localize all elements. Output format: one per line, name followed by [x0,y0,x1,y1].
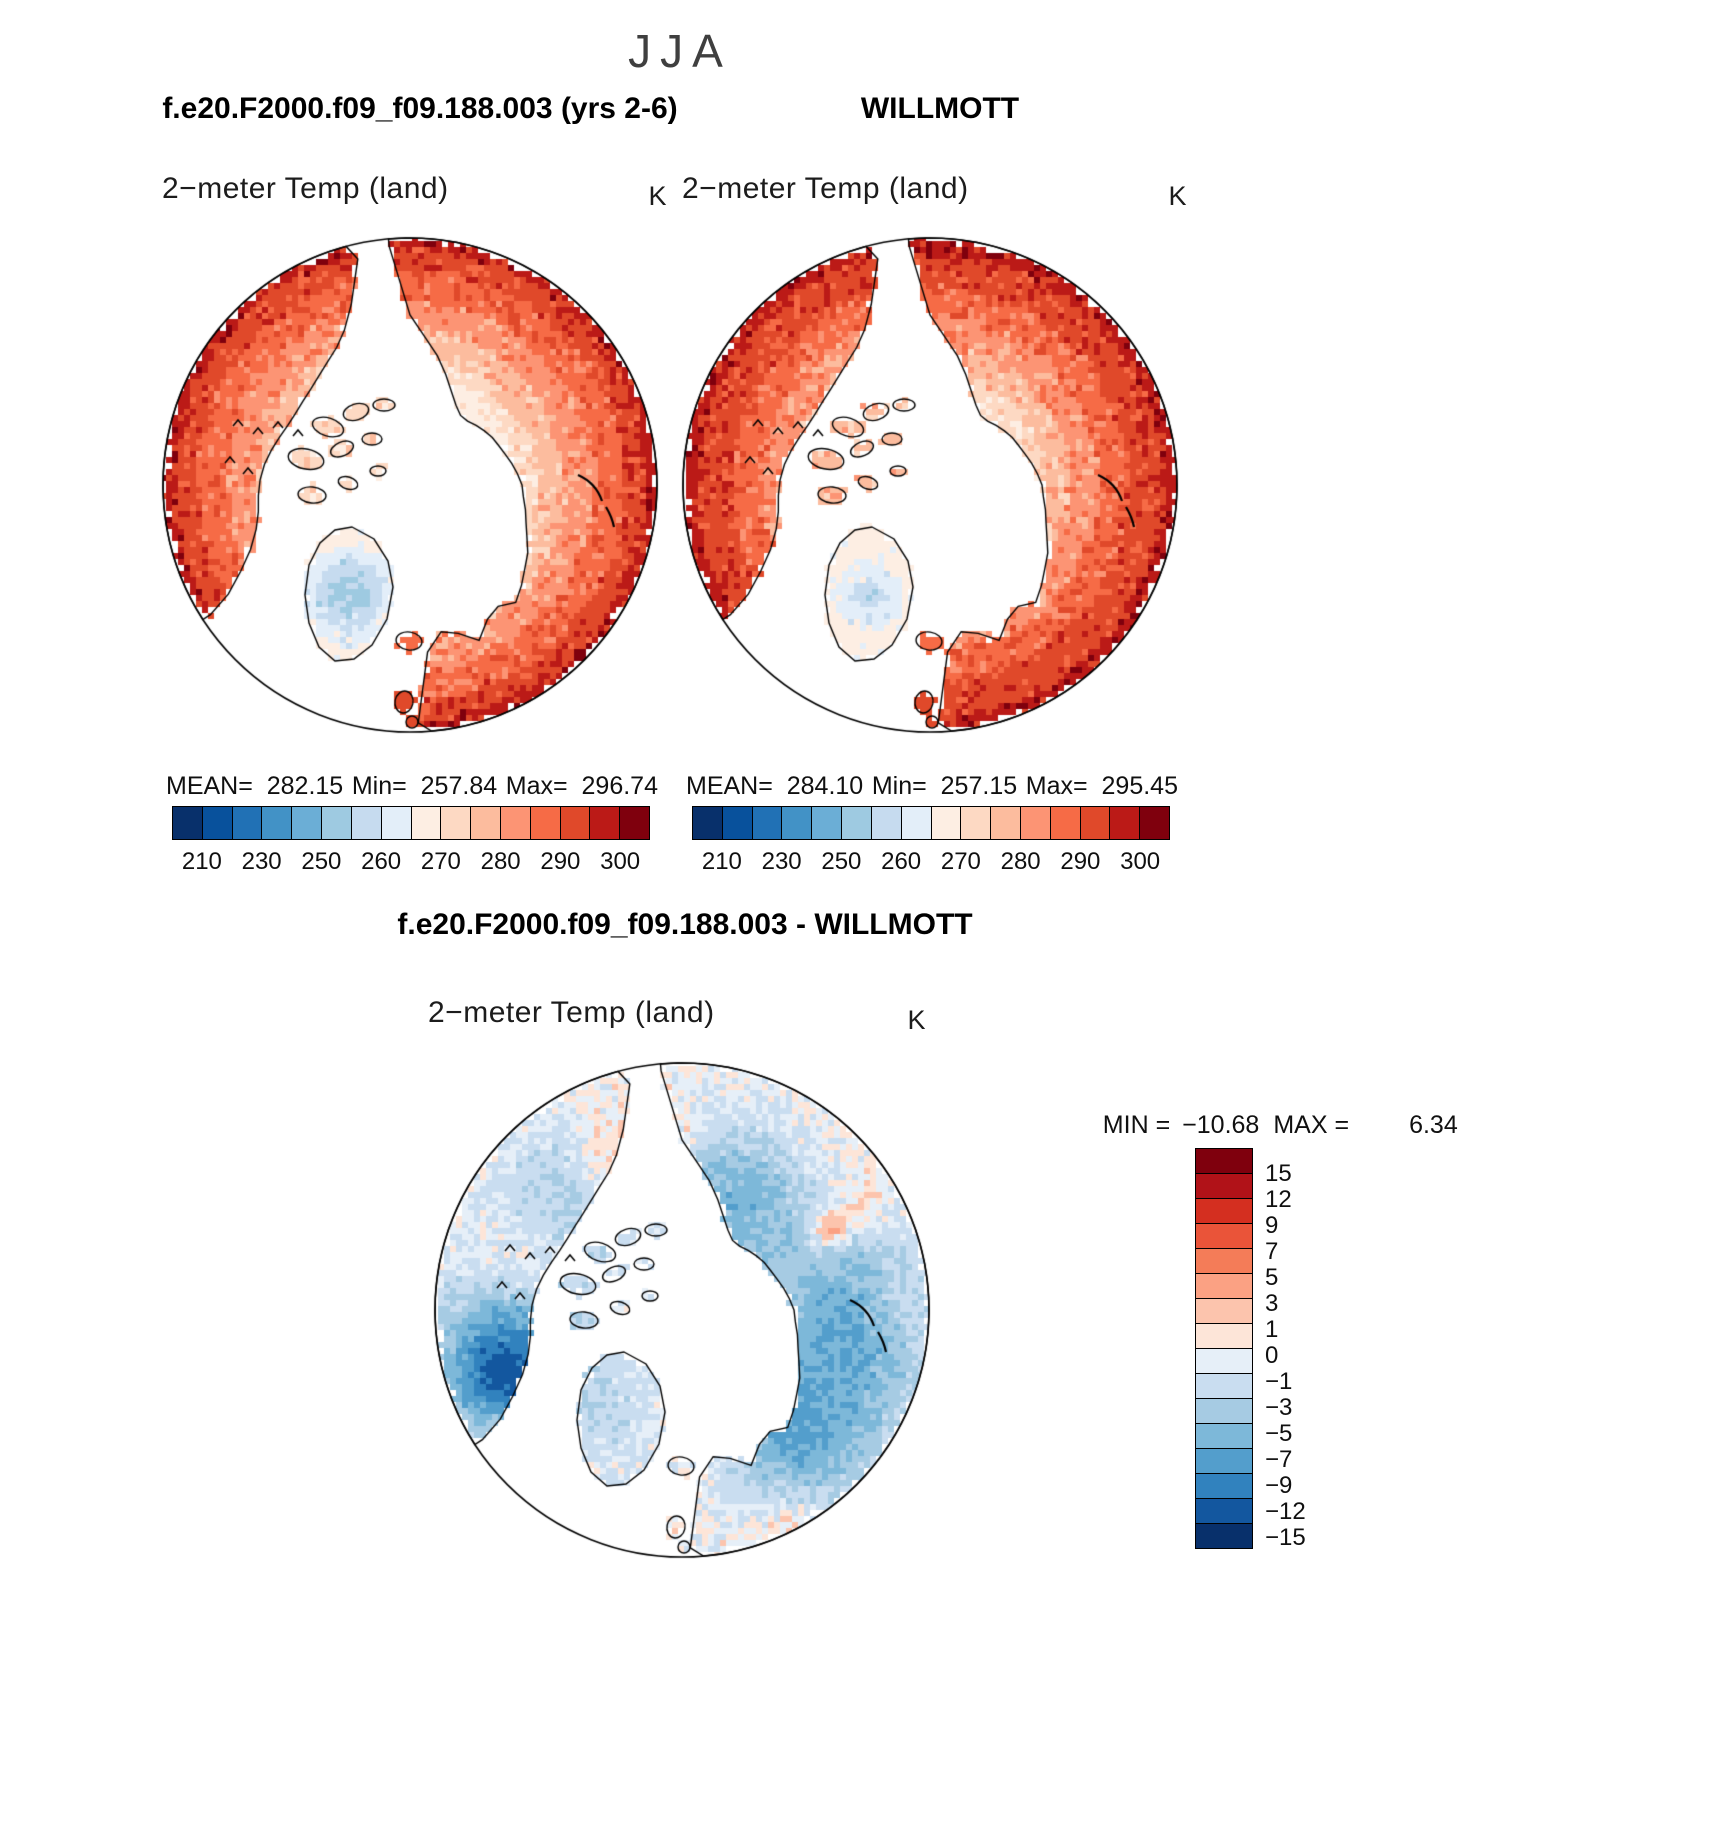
diff-map-title: 2−meter Temp (land) [428,996,715,1029]
left-map-title: 2−meter Temp (land) [162,172,449,205]
mean-label: MEAN= [686,772,773,800]
diff-colorbar: 15 12 9 7 5 3 1 0 −1 −3 −5 −7 −9 −12 −15 [1195,1148,1335,1564]
max-value: 296.74 [581,772,658,800]
mean-value: 284.10 [786,772,864,800]
min-value: 257.15 [940,772,1018,800]
obs-map-canvas [680,235,1180,735]
diff-max-value: 6.34 [1409,1111,1458,1139]
left-map-title-row: 2−meter Temp (land) K [162,172,667,212]
right-map-stats: MEAN= 284.10 Min= 257.15 Max= 295.45 [686,772,1178,801]
right-panel-header: WILLMOTT [860,92,1020,125]
model-map-canvas [160,235,660,735]
diff-min-label: MIN = [1102,1111,1171,1139]
right-map-title-row: 2−meter Temp (land) K [682,172,1187,212]
left-temp-colorbar: 210 230 250 260 270 280 290 300 [172,806,650,875]
diff-minmax-stats: MIN = −10.68 MAX = 6.34 [1075,1082,1458,1169]
min-label: Min= [871,772,927,800]
left-panel-header: f.e20.F2000.f09_f09.188.003 (yrs 2-6) [162,92,678,125]
mean-value: 282.15 [266,772,344,800]
diff-map-title-row: 2−meter Temp (land) K [428,996,926,1036]
min-label: Min= [351,772,407,800]
diff-map-canvas [432,1060,932,1560]
min-value: 257.84 [420,772,498,800]
right-map-title: 2−meter Temp (land) [682,172,969,205]
diff-panel-header: f.e20.F2000.f09_f09.188.003 - WILLMOTT [397,908,973,941]
left-map-stats: MEAN= 282.15 Min= 257.84 Max= 296.74 [166,772,658,801]
max-label: Max= [1025,772,1088,800]
left-unit-label: K [648,181,667,211]
diff-max-label: MAX = [1273,1111,1350,1139]
mean-label: MEAN= [166,772,253,800]
diff-min-value: −10.68 [1182,1111,1260,1139]
diff-unit-label: K [907,1005,926,1035]
max-value: 295.45 [1101,772,1178,800]
right-unit-label: K [1168,181,1187,211]
season-title: JJA [628,25,732,77]
max-label: Max= [505,772,568,800]
right-temp-colorbar: 210 230 250 260 270 280 290 300 [692,806,1170,875]
